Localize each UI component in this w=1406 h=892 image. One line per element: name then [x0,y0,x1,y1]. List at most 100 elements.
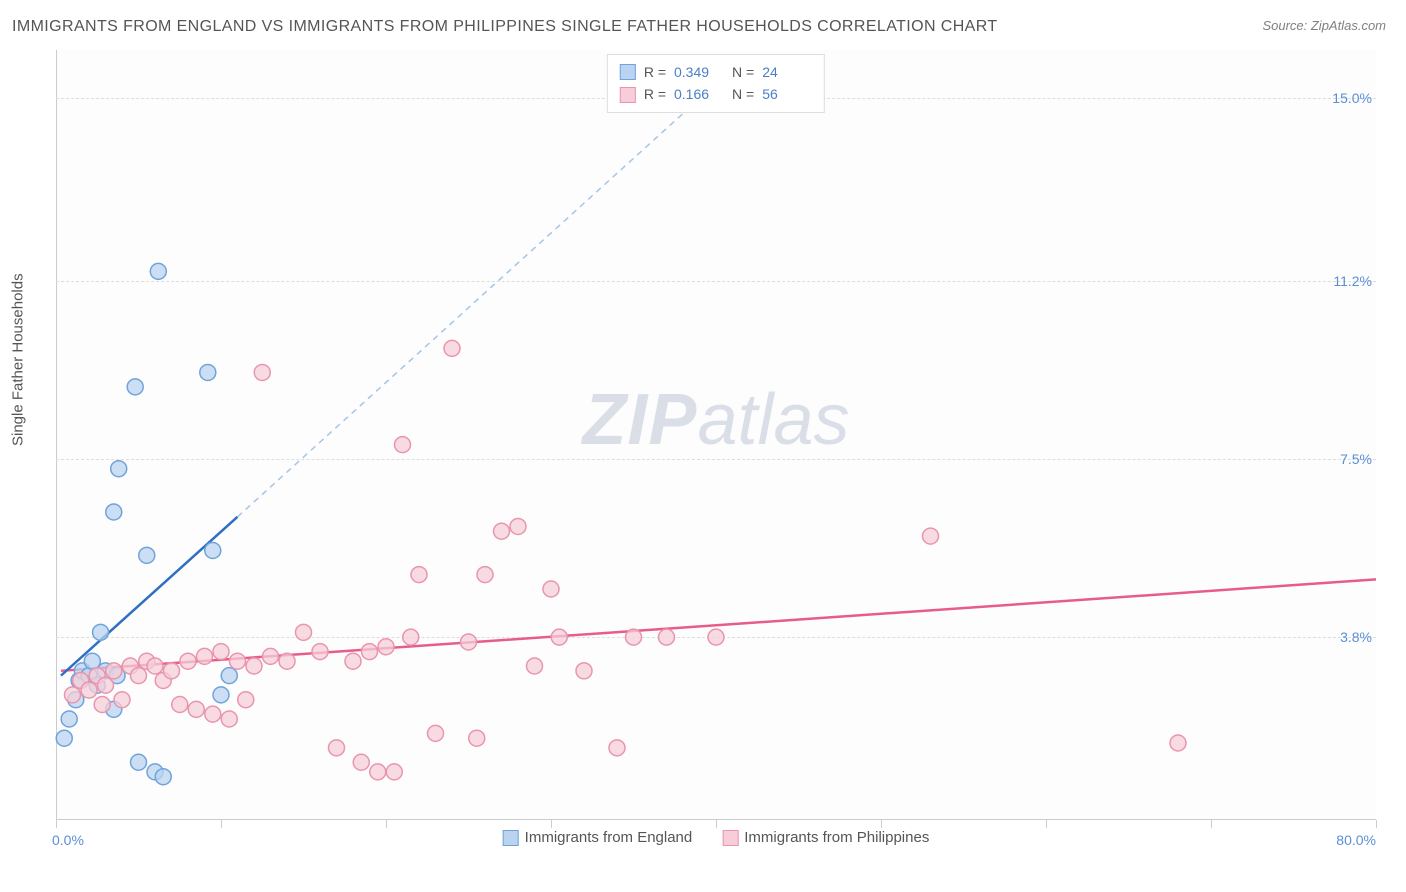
stats-row-england: R = 0.349 N = 24 [620,61,812,83]
x-tick [221,820,222,828]
data-point [494,523,510,539]
stat-r-england: 0.349 [674,61,724,83]
data-point [230,653,246,669]
data-point [510,518,526,534]
data-point [1170,735,1186,751]
data-point [106,663,122,679]
x-tick [1376,820,1377,828]
data-point [411,567,427,583]
source-citation: Source: ZipAtlas.com [1262,18,1386,33]
data-point [296,624,312,640]
stat-n-philippines: 56 [762,83,812,105]
data-point [362,644,378,660]
swatch-england-icon [620,64,636,80]
legend-swatch-england-icon [503,830,519,846]
x-axis-end-label: 80.0% [1336,832,1376,848]
data-point [131,754,147,770]
x-tick [716,820,717,828]
data-point [395,437,411,453]
data-point [461,634,477,650]
legend-item-england: Immigrants from England [503,829,693,846]
data-point [205,706,221,722]
data-point [428,725,444,741]
data-point [164,663,180,679]
stat-n-label: N = [732,83,754,105]
data-point [56,730,72,746]
data-point [923,528,939,544]
data-point [609,740,625,756]
x-tick [1211,820,1212,828]
x-tick [1046,820,1047,828]
data-point [329,740,345,756]
y-axis-label: Single Father Households [10,273,27,446]
data-point [131,668,147,684]
chart-title: IMMIGRANTS FROM ENGLAND VS IMMIGRANTS FR… [12,18,998,36]
x-tick [551,820,552,828]
data-point [213,644,229,660]
data-point [370,764,386,780]
trend-line [61,579,1376,670]
scatter-plot [56,50,1376,820]
swatch-philippines-icon [620,87,636,103]
data-point [180,653,196,669]
data-point [312,644,328,660]
data-point [172,697,188,713]
data-point [345,653,361,669]
data-point [213,687,229,703]
stat-n-england: 24 [762,61,812,83]
data-point [150,263,166,279]
data-point [576,663,592,679]
data-point [155,769,171,785]
data-point [477,567,493,583]
data-point [353,754,369,770]
legend-label-philippines: Immigrants from Philippines [744,829,929,846]
data-point [65,687,81,703]
data-point [127,379,143,395]
data-point [386,764,402,780]
data-point [114,692,130,708]
trend-line [238,84,717,517]
data-point [263,648,279,664]
data-point [551,629,567,645]
data-point [221,668,237,684]
data-point [81,682,97,698]
legend: Immigrants from England Immigrants from … [503,829,930,846]
data-point [221,711,237,727]
data-point [197,648,213,664]
stat-r-label: R = [644,83,666,105]
data-point [94,697,110,713]
x-tick [56,820,57,828]
data-point [279,653,295,669]
x-axis-start-label: 0.0% [52,832,84,848]
legend-item-philippines: Immigrants from Philippines [722,829,929,846]
data-point [139,547,155,563]
data-point [188,701,204,717]
data-point [469,730,485,746]
data-point [403,629,419,645]
data-point [93,624,109,640]
legend-label-england: Immigrants from England [525,829,693,846]
data-point [111,461,127,477]
data-point [205,543,221,559]
data-point [98,677,114,693]
stat-r-philippines: 0.166 [674,83,724,105]
data-point [254,364,270,380]
data-point [543,581,559,597]
chart-area: ZIPatlas 3.8%7.5%11.2%15.0% R = 0.349 N … [56,50,1376,820]
data-point [200,364,216,380]
data-point [659,629,675,645]
data-point [61,711,77,727]
legend-swatch-philippines-icon [722,830,738,846]
stat-n-label: N = [732,61,754,83]
stats-row-philippines: R = 0.166 N = 56 [620,83,812,105]
data-point [626,629,642,645]
data-point [246,658,262,674]
data-point [444,340,460,356]
data-point [378,639,394,655]
data-point [147,658,163,674]
data-point [708,629,724,645]
data-point [238,692,254,708]
data-point [106,504,122,520]
x-tick [881,820,882,828]
x-tick [386,820,387,828]
